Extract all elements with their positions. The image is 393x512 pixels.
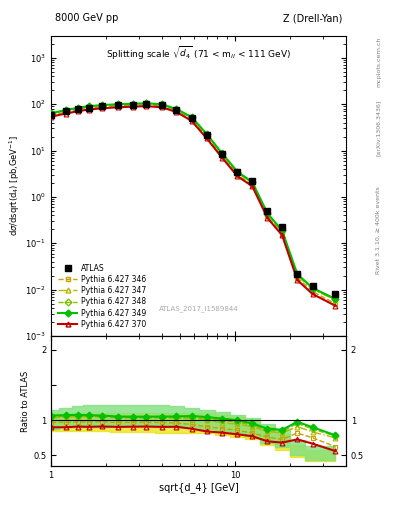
Legend: ATLAS, Pythia 6.427 346, Pythia 6.427 347, Pythia 6.427 348, Pythia 6.427 349, P: ATLAS, Pythia 6.427 346, Pythia 6.427 34…: [55, 261, 149, 332]
Text: [arXiv:1306.3436]: [arXiv:1306.3436]: [376, 100, 381, 156]
Text: mcplots.cern.ch: mcplots.cern.ch: [376, 36, 381, 87]
Text: 8000 GeV pp: 8000 GeV pp: [55, 13, 118, 23]
Text: Splitting scale $\sqrt{d_4}$ (71 < m$_{ll}$ < 111 GeV): Splitting scale $\sqrt{d_4}$ (71 < m$_{l…: [106, 45, 291, 62]
Text: ATLAS_2017_I1589844: ATLAS_2017_I1589844: [159, 305, 238, 312]
Text: Rivet 3.1.10, ≥ 400k events: Rivet 3.1.10, ≥ 400k events: [376, 186, 381, 274]
X-axis label: sqrt{d_4} [GeV]: sqrt{d_4} [GeV]: [159, 482, 238, 494]
Y-axis label: Ratio to ATLAS: Ratio to ATLAS: [21, 370, 30, 432]
Y-axis label: d$\sigma$/dsqrt(d$_4$) [pb,GeV$^{-1}$]: d$\sigma$/dsqrt(d$_4$) [pb,GeV$^{-1}$]: [8, 135, 22, 237]
Text: Z (Drell-Yan): Z (Drell-Yan): [283, 13, 342, 23]
